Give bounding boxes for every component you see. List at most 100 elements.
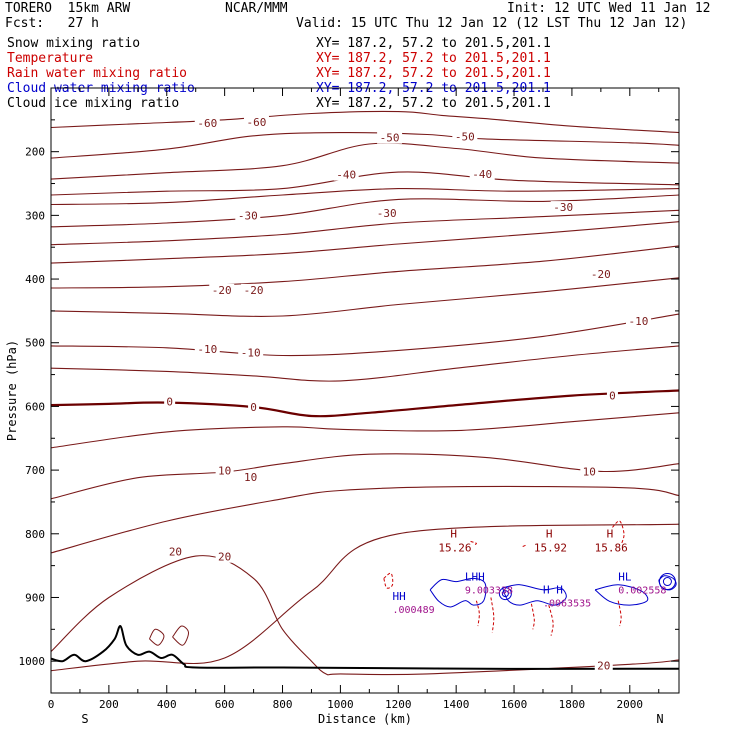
mixing-ratio-max-value: .000489 [392,605,434,616]
temperature-contour [50,523,680,672]
temperature-contour-label: 20 [218,551,231,564]
temperature-contour-label: -30 [553,201,573,214]
field-xy-rain: XY= 187.2, 57.2 to 201.5,201.1 [316,66,551,81]
init-time: Init: 12 UTC Wed 11 Jan 12 [507,1,711,16]
y-tick-label: 900 [25,591,45,604]
temperature-contour [50,485,680,554]
temperature-contour-label: 0 [166,395,173,408]
rain-contour [470,540,477,546]
mixing-ratio-max-value: 0.002558 [618,586,666,597]
mixing-ratio-max-value: .0063535 [543,598,591,609]
mixing-ratio-max-marker: LHH [465,571,485,584]
cloud-water-contour [594,584,649,606]
temperature-contour-label: -20 [244,284,264,297]
x-tick-label: 800 [273,698,293,711]
field-name-temperature: Temperature [7,51,94,66]
contour-label-bg [243,115,269,128]
temperature-contour [50,221,680,264]
y-axis-label: Pressure (hPa) [5,340,19,441]
mixing-ratio-max-marker: H H [543,583,563,596]
temperature-contour-label: -20 [212,284,232,297]
field-name-snow: Snow mixing ratio [7,36,141,51]
temperature-contour-label: -50 [380,132,400,145]
temperature-contour [50,345,680,382]
field-name-cloud-ice: Cloud ice mixing ratio [7,96,180,111]
forecast-hour: Fcst: 27 h [5,16,99,31]
x-tick-label: 1800 [559,698,586,711]
x-tick-label: 2000 [617,698,644,711]
temperature-contour [148,628,165,646]
temperature-contour-label: -10 [629,315,649,328]
rain-contour [548,604,554,636]
temperature-contour-label: 10 [244,471,257,484]
temperature-contour [172,625,189,646]
temperature-contour [50,110,680,134]
x-tick-label: 600 [215,698,235,711]
cloud-water-cell [501,590,509,598]
temperature-contour [50,187,680,206]
rain-contour [490,597,495,633]
cloud-water-contour [429,577,487,608]
contour-label-bg [235,209,261,222]
x-tick-label: 200 [99,698,119,711]
temperature-contour [50,245,680,289]
contour-label-bg [241,471,260,484]
temperature-contour-label: -20 [591,268,611,281]
rain-contours [383,520,625,636]
contour-label-bg [241,283,267,296]
rain-max-marker: H [546,527,553,540]
y-tick-label: 1000 [19,655,46,668]
rain-contour [383,572,394,589]
temperature-contour [50,209,680,246]
axes: 0 200 400 600 800 1000 1200 1400 1600 1800 2000200… [19,88,679,711]
temperature-contour [50,389,680,418]
temperature-contour-label: -40 [472,168,492,181]
cloud-water-cell [662,577,672,587]
rain-max-value: 15.92 [534,541,567,554]
temperature-contour [50,313,680,357]
temperature-contour-label: 0 [250,401,257,414]
x-tick-label: 1200 [385,698,412,711]
y-tick-label: 800 [25,528,45,541]
x-axis-label: Distance (km) [318,712,412,726]
y-tick-label: 500 [25,337,45,350]
mixing-ratio-max-marker: HH [392,590,405,603]
temperature-contour [50,132,680,159]
rain-max-value: 15.26 [438,541,471,554]
y-tick-label: 700 [25,464,45,477]
terrain-profile [50,625,679,670]
temperature-contour-label: -50 [455,130,475,143]
temperature-contour [50,412,680,449]
terrain-line [50,625,679,670]
temperature-contour-label: 10 [218,465,231,478]
rain-contour [612,520,625,544]
temperature-contour-label: 20 [597,660,610,673]
x-tick-label: 1000 [327,698,354,711]
contour-label-bg [606,389,618,402]
contour-label-bg [215,550,234,563]
rain-contour [530,603,535,630]
rain-contour [522,544,526,547]
contour-label-bg [580,465,599,478]
y-tick-label: 300 [25,209,45,222]
y-tick-label: 600 [25,400,45,413]
contour-label-bg [469,167,495,180]
temperature-contour-label: -60 [247,116,267,129]
x-tick-label: 0 [48,698,55,711]
x-tick-label: 1400 [443,698,470,711]
temperature-contour-label: -40 [336,169,356,182]
contour-label-bg [166,545,185,558]
plot-frame [50,87,680,694]
temperature-contour-label: 0 [609,390,616,403]
temperature-contour [50,277,680,317]
contour-labels: -60 -60 -50 -50 -40 -40 -30 -30 -30 -20 -20 -20 -10 -… [164,115,651,673]
rain-max-marker: H [607,527,614,540]
model-title: TORERO 15km ARW [5,1,131,16]
rain-contour [475,600,480,627]
contour-label-bg [215,464,234,477]
valid-time: Valid: 15 UTC Thu 12 Jan 12 (12 LST Thu … [296,16,688,31]
contour-label-bg [550,201,576,214]
mixing-ratio-max-marker: HL [618,571,632,584]
temperature-contour [50,555,680,676]
